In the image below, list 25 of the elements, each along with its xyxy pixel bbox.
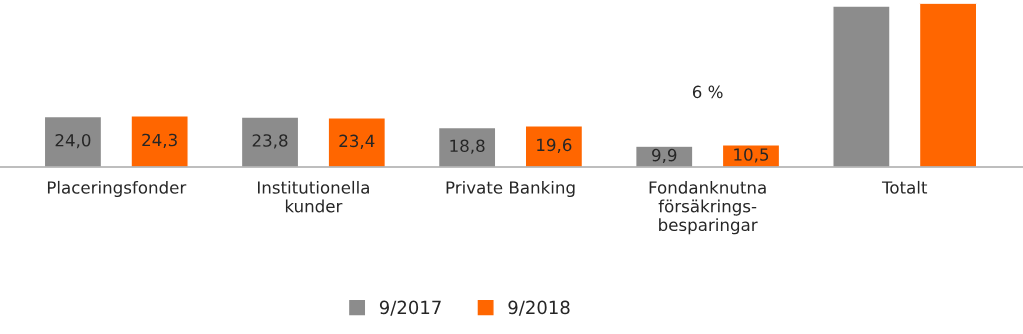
legend-label: 9/2018 (508, 300, 570, 316)
data-label: 19,6 (537, 138, 572, 153)
x-tick-label: Fondanknutna försäkrings- besparingar (649, 180, 766, 235)
bar (918, 3, 978, 167)
bar (634, 145, 694, 167)
x-tick-label: Placeringsfonder (47, 180, 187, 198)
data-label: 24,0 (55, 133, 91, 149)
bar (130, 115, 189, 167)
annotation: 6 % (692, 85, 723, 99)
legend-label: 9/2017 (379, 300, 441, 316)
bar (327, 117, 387, 167)
bar (524, 125, 584, 167)
x-tick-label: Totalt (881, 180, 928, 194)
data-label: 9,9 (652, 148, 677, 164)
data-label: 10,5 (734, 148, 769, 163)
bar (832, 5, 891, 167)
x-tick-label: Private Banking (446, 180, 575, 198)
data-label: 23,8 (252, 134, 288, 149)
data-label: 24,3 (142, 133, 177, 148)
bar (437, 126, 497, 167)
bar (240, 116, 300, 167)
data-label: 23,4 (339, 134, 375, 149)
x-tick-label: Institutionella kunder (258, 180, 369, 213)
bar (43, 115, 103, 167)
data-label: 18,8 (450, 139, 485, 154)
